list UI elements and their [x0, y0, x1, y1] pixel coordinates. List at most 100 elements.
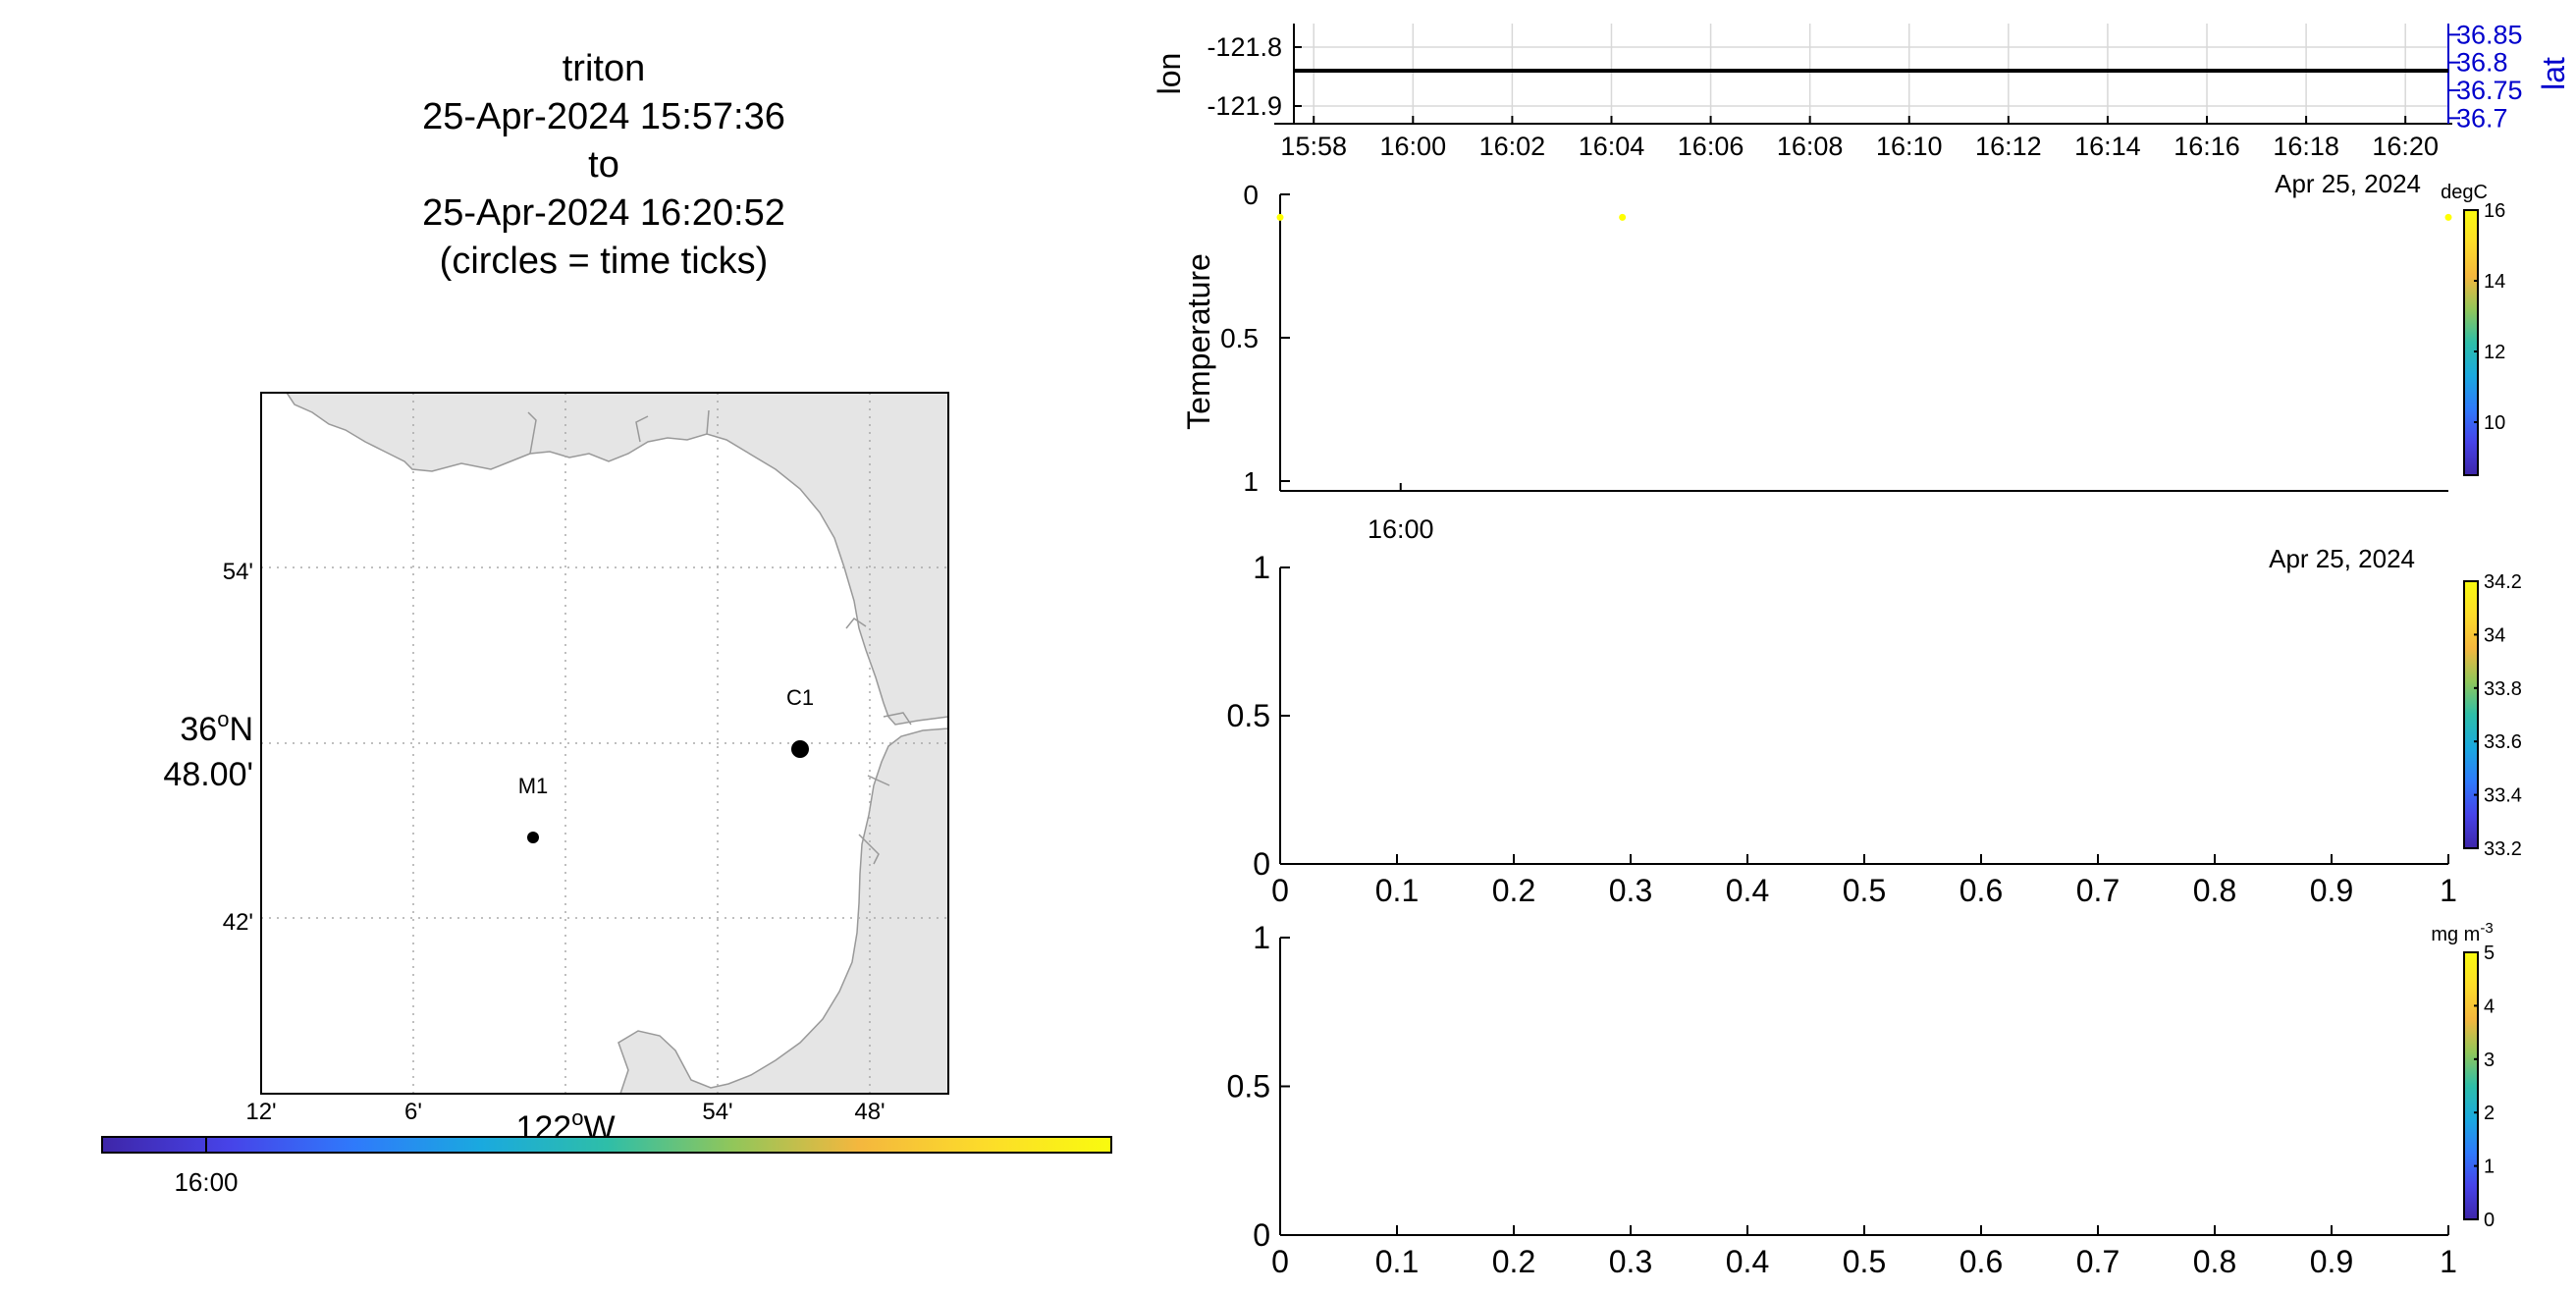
chlorophyll-x-tick-label: 1 — [2440, 1244, 2457, 1279]
chlorophyll-y-tick-label: 0 — [1253, 1217, 1270, 1253]
title-line: (circles = time ticks) — [440, 241, 769, 282]
salinity-y-tick-label: 1 — [1253, 550, 1270, 585]
position-x-tick-label: 16:14 — [2074, 132, 2141, 161]
salinity-colorbar-tick-label: 33.6 — [2484, 731, 2522, 753]
station-label-c1: C1 — [786, 685, 814, 710]
position-x-tick-label: 16:10 — [1876, 132, 1943, 161]
salinity-y-tick-label: 0 — [1253, 846, 1270, 882]
chlorophyll-x-tick-label: 0.1 — [1375, 1244, 1419, 1279]
chlorophyll-colorbar-tick-label: 5 — [2484, 943, 2495, 964]
lon-tick-label: 12' — [245, 1099, 276, 1125]
chlorophyll-colorbar-tick-label: 4 — [2484, 996, 2495, 1017]
chlorophyll-x-tick-label: 0.9 — [2310, 1244, 2353, 1279]
river — [527, 409, 912, 865]
salinity-colorbar-tick-label: 34 — [2484, 624, 2505, 646]
temperature-panel: 00.51 16:00 Temperature Apr 25, 2024 161… — [1181, 180, 2505, 573]
salinity-x-tick-label: 0.4 — [1726, 873, 1769, 908]
salinity-x-tick-label: 0.9 — [2310, 873, 2353, 908]
chlorophyll-unit: mg m — [2431, 924, 2480, 945]
lat-tick-label: 54' — [223, 559, 253, 585]
position-x-tick-label: 16:08 — [1777, 132, 1844, 161]
salinity-x-ticks: 0 0.1 0.2 0.3 0.4 0.5 0.6 0.7 0.8 0.9 1 — [1271, 854, 2457, 908]
lat-center-label: 36oN — [180, 707, 253, 748]
position-grid — [1294, 24, 2448, 124]
chlorophyll-x-tick-label: 0.7 — [2076, 1244, 2120, 1279]
salinity-panel: 10.50 0 0.1 0.2 0.3 0.4 0.5 0.6 0.7 0.8 0.9 1 34.2… — [1227, 550, 2522, 908]
lat-center-minutes: 48.00' — [163, 756, 253, 793]
salinity-x-tick-label: 0.1 — [1375, 873, 1419, 908]
chlorophyll-unit-exponent: -3 — [2480, 920, 2493, 937]
lat-hem: N — [229, 711, 253, 748]
temperature-y-tick-label: 0.5 — [1220, 323, 1259, 353]
position-ylabel: lon — [1152, 53, 1187, 95]
station-label-m1: M1 — [518, 774, 549, 798]
temperature-point — [1619, 213, 1627, 221]
temperature-colorbar-tick-label: 14 — [2484, 271, 2505, 293]
degree-sign: o — [217, 707, 229, 731]
chlorophyll-x-tick-label: 0.3 — [1609, 1244, 1652, 1279]
position-x-tick-label: 15:58 — [1280, 132, 1347, 161]
salinity-x-tick-label: 0.6 — [1959, 873, 2003, 908]
title-line: 25-Apr-2024 16:20:52 — [422, 192, 785, 234]
station-marker-c1 — [791, 740, 809, 758]
chlorophyll-colorbar-ticks: 5 4 3 2 1 0 — [2474, 943, 2495, 1231]
salinity-x-tick-label: 0.7 — [2076, 873, 2120, 908]
position-x-tick-label: 16:16 — [2174, 132, 2240, 161]
temperature-point — [2444, 213, 2452, 221]
salinity-colorbar — [2463, 580, 2479, 849]
position-y-tick-label: -121.9 — [1207, 91, 1282, 121]
salinity-x-tick-label: 0.8 — [2193, 873, 2236, 908]
position-x-tick-label: 16:06 — [1678, 132, 1744, 161]
position-y2-tick-label: 36.85 — [2456, 20, 2523, 49]
position-x-tick-label: 16:20 — [2372, 132, 2439, 161]
salinity-colorbar-tick-label: 34.2 — [2484, 571, 2522, 593]
position-date-label: Apr 25, 2024 — [2275, 169, 2421, 198]
chlorophyll-colorbar-tick-label: 2 — [2484, 1103, 2495, 1124]
position-y-ticks: -121.8 -121.9 — [1207, 32, 1302, 121]
position-x-tick-label: 16:04 — [1579, 132, 1645, 161]
position-y2-tick-label: 36.7 — [2456, 103, 2508, 133]
temperature-y-ticks: 00.51 — [1220, 180, 1290, 497]
map-panel: 54' 42' 36oN 48.00' 12' 6' 54' 48' 122oW… — [101, 392, 1112, 1197]
salinity-x-tick-label: 0.3 — [1609, 873, 1652, 908]
chlorophyll-colorbar-tick-label: 3 — [2484, 1050, 2495, 1071]
temperature-x-tick-label: 16:00 — [1368, 514, 1434, 544]
position-x-tick-label: 16:18 — [2273, 132, 2339, 161]
position-y-tick-label: -121.8 — [1207, 32, 1282, 62]
temperature-colorbar-tick-label: 10 — [2484, 412, 2505, 434]
temperature-y-tick-label: 1 — [1243, 466, 1259, 497]
title-line: to — [588, 144, 619, 186]
position-x-tick-label: 16:12 — [1975, 132, 2042, 161]
position-x-ticks: 15:58 16:00 16:02 16:04 16:06 16:08 16:10 16:12… — [1280, 116, 2439, 161]
chlorophyll-y-tick-label: 0.5 — [1227, 1069, 1270, 1104]
salinity-y-tick-label: 0.5 — [1227, 698, 1270, 733]
lon-tick-label: 48' — [854, 1099, 885, 1125]
lon-tick-label: 54' — [702, 1099, 732, 1125]
chlorophyll-colorbar-tick-label: 0 — [2484, 1210, 2495, 1231]
lat-deg: 36 — [180, 711, 217, 748]
salinity-x-tick-label: 0.2 — [1492, 873, 1535, 908]
map-title: triton 25-Apr-2024 15:57:36 to 25-Apr-20… — [422, 48, 785, 282]
salinity-colorbar-tick-label: 33.8 — [2484, 678, 2522, 700]
temperature-ylabel: Temperature — [1181, 253, 1216, 430]
chlorophyll-y-tick-label: 1 — [1253, 920, 1270, 955]
chlorophyll-y-ticks: 10.50 — [1227, 920, 1290, 1253]
chlorophyll-x-tick-label: 0.6 — [1959, 1244, 2003, 1279]
chlorophyll-colorbar-tick-label: 1 — [2484, 1157, 2495, 1178]
chlorophyll-x-tick-label: 0.8 — [2193, 1244, 2236, 1279]
title-line: triton — [563, 48, 645, 89]
position-y2-tick-label: 36.8 — [2456, 48, 2508, 78]
chlorophyll-x-tick-label: 0.5 — [1843, 1244, 1886, 1279]
chlorophyll-x-tick-label: 0.4 — [1726, 1244, 1769, 1279]
temperature-colorbar-label: degC — [2441, 182, 2488, 203]
salinity-x-tick-label: 0 — [1271, 873, 1289, 908]
salinity-colorbar-ticks: 34.2 34 33.8 33.6 33.4 33.2 — [2474, 571, 2522, 860]
time-colorbar-tick-label: 16:00 — [174, 1167, 238, 1197]
map-frame — [260, 392, 949, 1095]
land-south-east — [617, 727, 948, 1094]
lon-tick-label: 6' — [404, 1099, 422, 1125]
salinity-y-ticks: 10.50 — [1227, 550, 1290, 882]
chlorophyll-colorbar — [2463, 951, 2479, 1220]
salinity-x-tick-label: 1 — [2440, 873, 2457, 908]
